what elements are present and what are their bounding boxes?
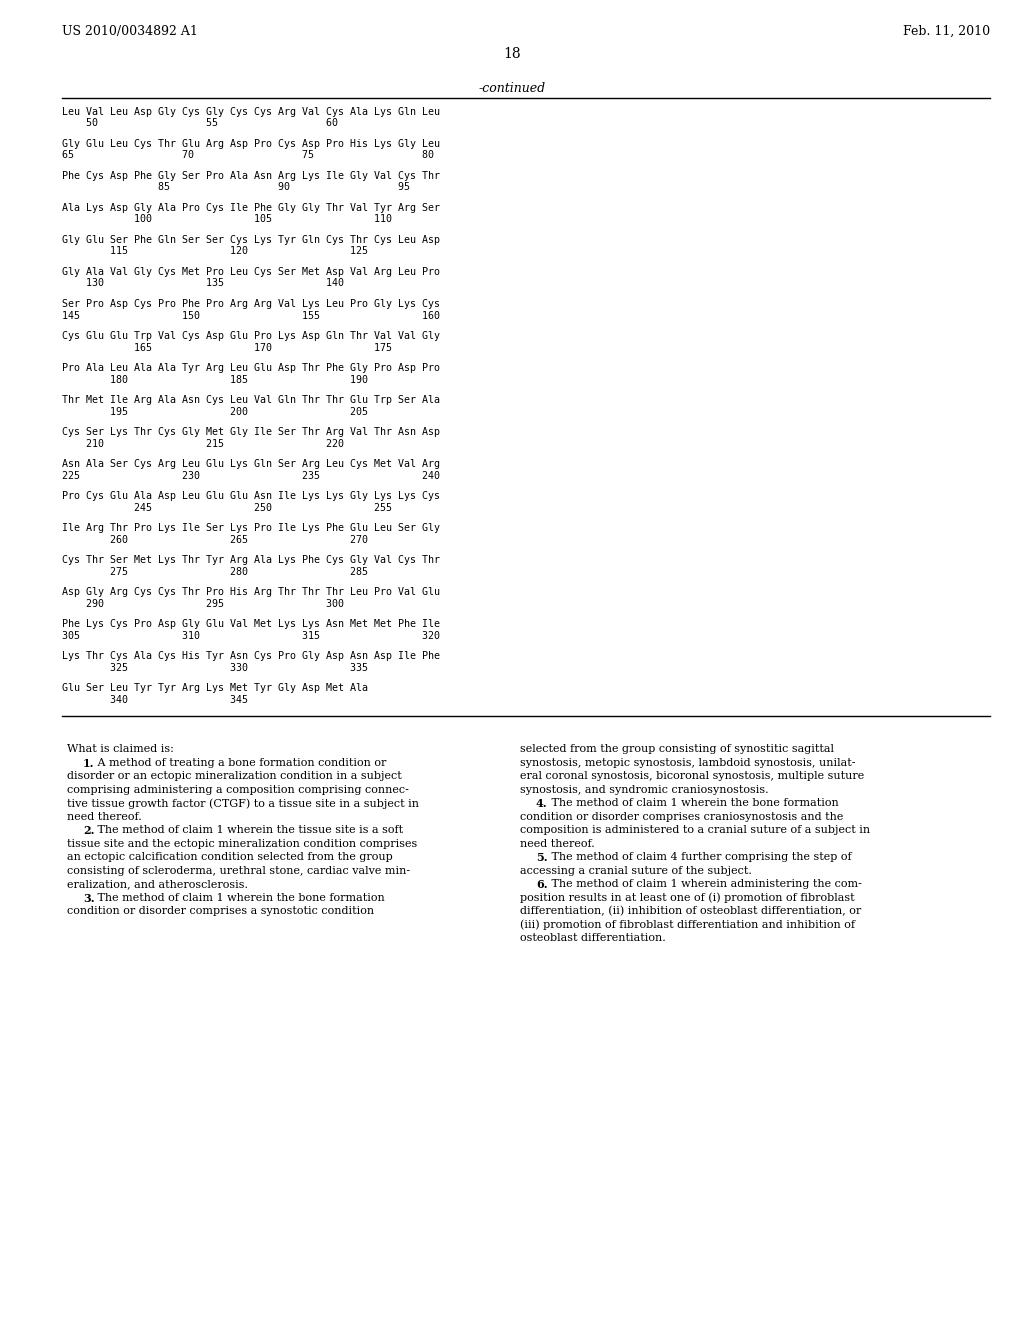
Text: 115                 120                 125: 115 120 125 — [62, 247, 368, 256]
Text: 145                 150                 155                 160: 145 150 155 160 — [62, 310, 440, 321]
Text: 260                 265                 270: 260 265 270 — [62, 535, 368, 545]
Text: tive tissue growth factor (CTGF) to a tissue site in a subject in: tive tissue growth factor (CTGF) to a ti… — [67, 799, 419, 809]
Text: 210                 215                 220: 210 215 220 — [62, 438, 344, 449]
Text: -continued: -continued — [478, 82, 546, 95]
Text: comprising administering a composition comprising connec-: comprising administering a composition c… — [67, 784, 409, 795]
Text: 290                 295                 300: 290 295 300 — [62, 598, 344, 609]
Text: The method of claim 1 wherein administering the com-: The method of claim 1 wherein administer… — [548, 879, 861, 888]
Text: 340                 345: 340 345 — [62, 694, 248, 705]
Text: 18: 18 — [503, 48, 521, 61]
Text: Ile Arg Thr Pro Lys Ile Ser Lys Pro Ile Lys Phe Glu Leu Ser Gly: Ile Arg Thr Pro Lys Ile Ser Lys Pro Ile … — [62, 523, 440, 533]
Text: synostosis, metopic synostosis, lambdoid synostosis, unilat-: synostosis, metopic synostosis, lambdoid… — [520, 758, 855, 767]
Text: Lys Thr Cys Ala Cys His Tyr Asn Cys Pro Gly Asp Asn Asp Ile Phe: Lys Thr Cys Ala Cys His Tyr Asn Cys Pro … — [62, 651, 440, 661]
Text: need thereof.: need thereof. — [520, 838, 595, 849]
Text: condition or disorder comprises craniosynostosis and the: condition or disorder comprises craniosy… — [520, 812, 844, 821]
Text: 2.: 2. — [83, 825, 94, 836]
Text: 165                 170                 175: 165 170 175 — [62, 342, 392, 352]
Text: Gly Ala Val Gly Cys Met Pro Leu Cys Ser Met Asp Val Arg Leu Pro: Gly Ala Val Gly Cys Met Pro Leu Cys Ser … — [62, 267, 440, 277]
Text: accessing a cranial suture of the subject.: accessing a cranial suture of the subjec… — [520, 866, 752, 875]
Text: The method of claim 1 wherein the bone formation: The method of claim 1 wherein the bone f… — [548, 799, 839, 808]
Text: Cys Ser Lys Thr Cys Gly Met Gly Ile Ser Thr Arg Val Thr Asn Asp: Cys Ser Lys Thr Cys Gly Met Gly Ile Ser … — [62, 426, 440, 437]
Text: Ala Lys Asp Gly Ala Pro Cys Ile Phe Gly Gly Thr Val Tyr Arg Ser: Ala Lys Asp Gly Ala Pro Cys Ile Phe Gly … — [62, 203, 440, 213]
Text: synostosis, and syndromic craniosynostosis.: synostosis, and syndromic craniosynostos… — [520, 784, 769, 795]
Text: Cys Glu Glu Trp Val Cys Asp Glu Pro Lys Asp Gln Thr Val Val Gly: Cys Glu Glu Trp Val Cys Asp Glu Pro Lys … — [62, 331, 440, 341]
Text: 325                 330                 335: 325 330 335 — [62, 663, 368, 672]
Text: Thr Met Ile Arg Ala Asn Cys Leu Val Gln Thr Thr Glu Trp Ser Ala: Thr Met Ile Arg Ala Asn Cys Leu Val Gln … — [62, 395, 440, 405]
Text: eralization, and atherosclerosis.: eralization, and atherosclerosis. — [67, 879, 248, 888]
Text: tissue site and the ectopic mineralization condition comprises: tissue site and the ectopic mineralizati… — [67, 838, 417, 849]
Text: 65                  70                  75                  80: 65 70 75 80 — [62, 150, 434, 161]
Text: 100                 105                 110: 100 105 110 — [62, 214, 392, 224]
Text: Asn Ala Ser Cys Arg Leu Glu Lys Gln Ser Arg Leu Cys Met Val Arg: Asn Ala Ser Cys Arg Leu Glu Lys Gln Ser … — [62, 459, 440, 469]
Text: osteoblast differentiation.: osteoblast differentiation. — [520, 933, 666, 942]
Text: disorder or an ectopic mineralization condition in a subject: disorder or an ectopic mineralization co… — [67, 771, 401, 781]
Text: Gly Glu Ser Phe Gln Ser Ser Cys Lys Tyr Gln Cys Thr Cys Leu Asp: Gly Glu Ser Phe Gln Ser Ser Cys Lys Tyr … — [62, 235, 440, 246]
Text: need thereof.: need thereof. — [67, 812, 141, 821]
Text: Cys Thr Ser Met Lys Thr Tyr Arg Ala Lys Phe Cys Gly Val Cys Thr: Cys Thr Ser Met Lys Thr Tyr Arg Ala Lys … — [62, 554, 440, 565]
Text: differentiation, (ii) inhibition of osteoblast differentiation, or: differentiation, (ii) inhibition of oste… — [520, 906, 861, 916]
Text: 6.: 6. — [536, 879, 548, 890]
Text: Leu Val Leu Asp Gly Cys Gly Cys Cys Arg Val Cys Ala Lys Gln Leu: Leu Val Leu Asp Gly Cys Gly Cys Cys Arg … — [62, 107, 440, 117]
Text: composition is administered to a cranial suture of a subject in: composition is administered to a cranial… — [520, 825, 870, 836]
Text: Ser Pro Asp Cys Pro Phe Pro Arg Arg Val Lys Leu Pro Gly Lys Cys: Ser Pro Asp Cys Pro Phe Pro Arg Arg Val … — [62, 300, 440, 309]
Text: eral coronal synostosis, bicoronal synostosis, multiple suture: eral coronal synostosis, bicoronal synos… — [520, 771, 864, 781]
Text: 245                 250                 255: 245 250 255 — [62, 503, 392, 512]
Text: The method of claim 1 wherein the tissue site is a soft: The method of claim 1 wherein the tissue… — [94, 825, 403, 836]
Text: Glu Ser Leu Tyr Tyr Arg Lys Met Tyr Gly Asp Met Ala: Glu Ser Leu Tyr Tyr Arg Lys Met Tyr Gly … — [62, 682, 368, 693]
Text: position results in at least one of (i) promotion of fibroblast: position results in at least one of (i) … — [520, 892, 855, 903]
Text: The method of claim 1 wherein the bone formation: The method of claim 1 wherein the bone f… — [94, 892, 385, 903]
Text: condition or disorder comprises a synostotic condition: condition or disorder comprises a synost… — [67, 906, 374, 916]
Text: Pro Cys Glu Ala Asp Leu Glu Glu Asn Ile Lys Lys Gly Lys Lys Cys: Pro Cys Glu Ala Asp Leu Glu Glu Asn Ile … — [62, 491, 440, 502]
Text: 130                 135                 140: 130 135 140 — [62, 279, 344, 289]
Text: The method of claim 4 further comprising the step of: The method of claim 4 further comprising… — [548, 851, 851, 862]
Text: Feb. 11, 2010: Feb. 11, 2010 — [903, 25, 990, 38]
Text: US 2010/0034892 A1: US 2010/0034892 A1 — [62, 25, 198, 38]
Text: 85                  90                  95: 85 90 95 — [62, 182, 410, 193]
Text: 4.: 4. — [536, 799, 548, 809]
Text: 225                 230                 235                 240: 225 230 235 240 — [62, 470, 440, 480]
Text: 275                 280                 285: 275 280 285 — [62, 566, 368, 577]
Text: Phe Lys Cys Pro Asp Gly Glu Val Met Lys Lys Asn Met Met Phe Ile: Phe Lys Cys Pro Asp Gly Glu Val Met Lys … — [62, 619, 440, 630]
Text: 50                  55                  60: 50 55 60 — [62, 119, 338, 128]
Text: 180                 185                 190: 180 185 190 — [62, 375, 368, 384]
Text: Gly Glu Leu Cys Thr Glu Arg Asp Pro Cys Asp Pro His Lys Gly Leu: Gly Glu Leu Cys Thr Glu Arg Asp Pro Cys … — [62, 139, 440, 149]
Text: Phe Cys Asp Phe Gly Ser Pro Ala Asn Arg Lys Ile Gly Val Cys Thr: Phe Cys Asp Phe Gly Ser Pro Ala Asn Arg … — [62, 172, 440, 181]
Text: 3.: 3. — [83, 892, 94, 903]
Text: selected from the group consisting of synostitic sagittal: selected from the group consisting of sy… — [520, 744, 834, 754]
Text: 305                 310                 315                 320: 305 310 315 320 — [62, 631, 440, 640]
Text: 5.: 5. — [536, 851, 548, 863]
Text: 195                 200                 205: 195 200 205 — [62, 407, 368, 417]
Text: an ectopic calcification condition selected from the group: an ectopic calcification condition selec… — [67, 851, 393, 862]
Text: What is claimed is:: What is claimed is: — [67, 744, 174, 754]
Text: A method of treating a bone formation condition or: A method of treating a bone formation co… — [94, 758, 387, 767]
Text: 1.: 1. — [83, 758, 94, 768]
Text: (iii) promotion of fibroblast differentiation and inhibition of: (iii) promotion of fibroblast differenti… — [520, 920, 855, 931]
Text: Pro Ala Leu Ala Ala Tyr Arg Leu Glu Asp Thr Phe Gly Pro Asp Pro: Pro Ala Leu Ala Ala Tyr Arg Leu Glu Asp … — [62, 363, 440, 374]
Text: consisting of scleroderma, urethral stone, cardiac valve min-: consisting of scleroderma, urethral ston… — [67, 866, 411, 875]
Text: Asp Gly Arg Cys Cys Thr Pro His Arg Thr Thr Thr Leu Pro Val Glu: Asp Gly Arg Cys Cys Thr Pro His Arg Thr … — [62, 587, 440, 597]
